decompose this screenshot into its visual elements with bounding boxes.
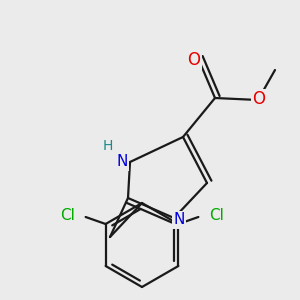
Text: O: O	[188, 51, 200, 69]
Text: H: H	[103, 139, 113, 153]
Text: Cl: Cl	[60, 208, 75, 224]
Text: O: O	[253, 90, 266, 108]
Text: N: N	[116, 154, 128, 169]
Text: N: N	[173, 212, 185, 227]
Text: Cl: Cl	[209, 208, 224, 224]
